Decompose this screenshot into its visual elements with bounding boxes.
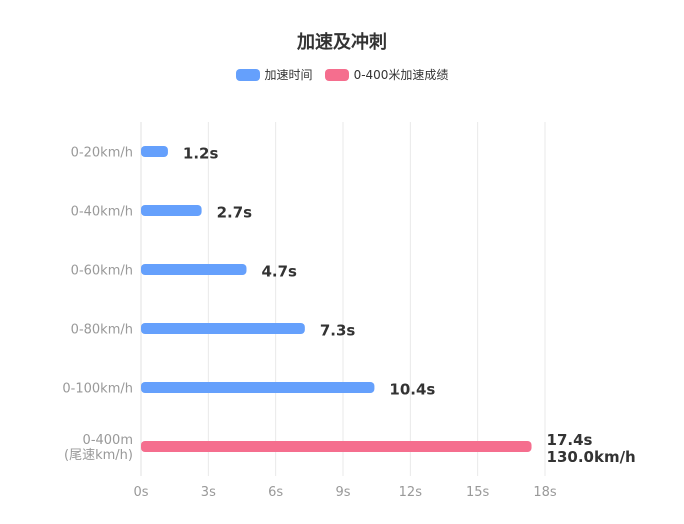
category-label-0-0: 0-20km/h [71, 146, 133, 161]
category-label-2-0: 0-60km/h [71, 264, 133, 279]
bar-0-1 [141, 205, 202, 216]
x-tick-label-5: 15s [466, 485, 490, 500]
category-label-5-0: 0-400m [83, 433, 133, 448]
legend-swatch-accel-time [235, 68, 260, 81]
category-label-5-1: (尾速km/h) [64, 448, 133, 463]
value-label-0-4-0: 10.4s [389, 381, 435, 399]
x-tick-label-0: 0s [133, 485, 148, 500]
bar-0-4 [141, 382, 375, 393]
x-tick-label-3: 9s [335, 485, 350, 500]
bar-0-0 [141, 146, 168, 157]
bar-1-5 [141, 441, 532, 452]
legend-item-accel-time[interactable]: 加速时间 [235, 66, 313, 83]
legend: 加速时间 0-400米加速成绩 [0, 66, 684, 83]
x-tick-label-4: 12s [399, 485, 423, 500]
category-label-1-0: 0-40km/h [71, 205, 133, 220]
value-label-1-5-1: 130.0km/h [547, 448, 636, 466]
category-label-3-0: 0-80km/h [71, 323, 133, 338]
x-tick-label-6: 18s [533, 485, 557, 500]
x-tick-label-1: 3s [201, 485, 216, 500]
value-label-0-3-0: 7.3s [320, 322, 356, 340]
legend-label-400m: 0-400米加速成绩 [353, 68, 449, 82]
chart-title: 加速及冲刺 [297, 32, 387, 53]
bar-0-3 [141, 323, 305, 334]
bar-0-2 [141, 264, 247, 275]
legend-item-400m[interactable]: 0-400米加速成绩 [324, 66, 449, 83]
value-label-0-2-0: 4.7s [261, 263, 297, 281]
legend-label-accel-time: 加速时间 [264, 68, 313, 82]
legend-swatch-400m [324, 68, 349, 81]
value-label-0-0-0: 1.2s [183, 145, 219, 163]
category-label-4-0: 0-100km/h [62, 382, 133, 397]
value-label-0-1-0: 2.7s [217, 204, 253, 222]
x-tick-label-2: 6s [268, 485, 283, 500]
value-label-1-5-0: 17.4s [547, 431, 593, 449]
